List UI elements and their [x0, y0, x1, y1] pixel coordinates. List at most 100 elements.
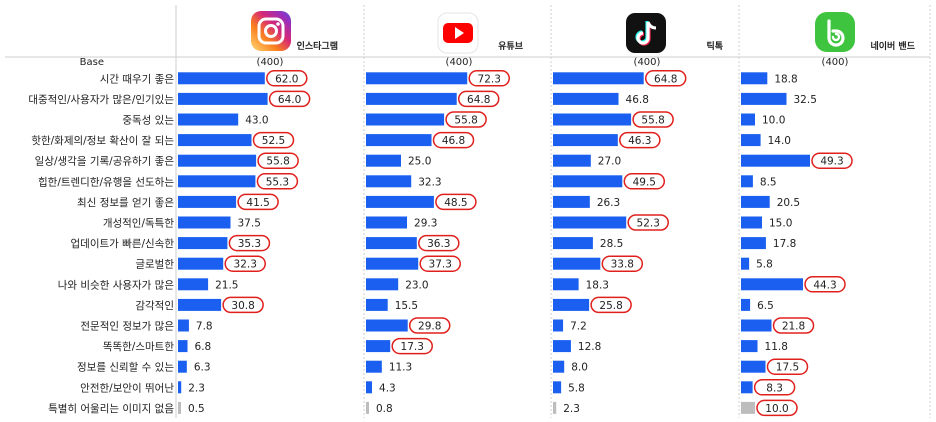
bar-youtube [366, 216, 408, 229]
bar-tiktok [553, 113, 632, 126]
base-value-tiktok: (400) [634, 57, 661, 68]
highlight-marker [228, 234, 271, 252]
value-label-instagram: 52.5 [262, 135, 285, 147]
bar-youtube [366, 237, 417, 250]
bar-instagram [178, 216, 231, 229]
bar-tiktok [553, 134, 618, 147]
bar-instagram [178, 360, 187, 373]
highlight-marker [408, 317, 451, 334]
highlight-marker [632, 111, 674, 128]
bar-tiktok [553, 237, 593, 250]
bar-youtube [366, 175, 412, 188]
base-value-youtube: (400) [446, 57, 473, 68]
bar-naver-band [741, 216, 762, 229]
value-label-tiktok: 26.3 [597, 197, 620, 209]
bar-tiktok [553, 360, 565, 373]
category-label: 나와 비슷한 사용자가 많은 [58, 279, 175, 291]
value-label-instagram: 55.8 [266, 156, 289, 168]
value-label-youtube: 0.8 [376, 403, 393, 415]
bar-youtube [366, 154, 401, 167]
brand-label-instagram: 인스타그램 [297, 40, 338, 52]
value-label-naver-band: 11.8 [765, 341, 788, 353]
category-label: 일상/생각을 기록/공유하기 좋은 [35, 155, 175, 168]
bar-youtube [366, 401, 369, 414]
value-label-tiktok: 46.3 [628, 135, 651, 147]
category-label: 특별히 어울리는 이미지 없음 [48, 402, 174, 415]
value-label-youtube: 4.3 [379, 382, 396, 394]
category-label: 정보를 신뢰할 수 있는 [77, 362, 174, 374]
value-label-naver-band: 20.5 [777, 197, 800, 209]
highlight-marker [418, 234, 460, 252]
value-label-instagram: 43.0 [245, 115, 268, 127]
instagram-icon [251, 11, 291, 51]
highlight-marker [623, 173, 666, 190]
bar-instagram [178, 92, 268, 105]
bar-tiktok [553, 72, 644, 85]
highlight-marker [445, 111, 487, 128]
value-label-instagram: 32.3 [234, 259, 257, 271]
value-label-youtube: 48.5 [444, 197, 467, 209]
value-label-tiktok: 52.3 [637, 218, 660, 230]
value-label-youtube: 11.3 [389, 362, 412, 374]
bar-youtube [366, 257, 419, 270]
value-label-tiktok: 27.0 [598, 156, 621, 168]
bar-youtube [366, 92, 457, 105]
highlight-marker [224, 255, 266, 272]
value-label-tiktok: 7.2 [570, 321, 587, 333]
category-label: 최신 정보를 얻기 좋은 [77, 197, 174, 209]
bar-instagram [178, 72, 265, 85]
highlight-marker [804, 276, 846, 293]
value-label-naver-band: 10.0 [765, 403, 788, 415]
category-label: 안전한/보안이 뛰어난 [80, 382, 174, 394]
value-label-youtube: 29.3 [414, 218, 437, 230]
bar-instagram [178, 195, 237, 208]
value-label-instagram: 2.3 [188, 382, 205, 394]
bar-instagram [178, 381, 182, 394]
bar-tiktok [553, 195, 590, 208]
bar-tiktok [553, 92, 619, 105]
highlight-marker [590, 296, 632, 314]
category-label: 글로벌한 [135, 259, 174, 271]
bar-naver-band [741, 298, 751, 311]
bar-instagram [178, 175, 256, 188]
value-label-youtube: 37.3 [429, 259, 452, 271]
bar-youtube [366, 134, 432, 147]
value-label-naver-band: 18.8 [774, 73, 797, 85]
bar-instagram [178, 257, 224, 270]
chart-frame [5, 5, 931, 418]
bar-naver-band [741, 154, 811, 167]
value-label-tiktok: 55.8 [641, 115, 664, 127]
value-label-tiktok: 33.8 [611, 259, 634, 271]
bar-youtube [366, 195, 434, 208]
value-label-instagram: 35.3 [238, 238, 261, 250]
bar-naver-band [741, 134, 761, 147]
bar-tiktok [553, 298, 590, 311]
category-label: 업데이트가 빠른/신속한 [71, 237, 175, 250]
bar-naver-band [741, 360, 766, 373]
bar-instagram [178, 298, 222, 311]
bar-instagram [178, 154, 257, 167]
bar-instagram [178, 237, 228, 250]
bar-naver-band [741, 175, 753, 188]
value-label-tiktok: 64.8 [654, 73, 677, 85]
bar-tiktok [553, 340, 571, 353]
category-label: 중독성 있는 [122, 115, 174, 127]
brand-label-youtube: 유튜브 [498, 41, 524, 52]
highlight-marker [237, 193, 279, 211]
value-label-instagram: 30.8 [231, 300, 254, 312]
bar-naver-band [741, 278, 804, 291]
bar-naver-band [741, 92, 787, 105]
bar-tiktok [553, 175, 623, 188]
value-label-youtube: 23.0 [405, 279, 428, 291]
value-label-youtube: 64.8 [467, 94, 490, 106]
value-label-youtube: 36.3 [427, 238, 450, 250]
bar-youtube [366, 381, 373, 394]
bar-instagram [178, 113, 239, 126]
bar-instagram [178, 319, 189, 332]
value-label-naver-band: 17.5 [776, 362, 799, 374]
value-label-youtube: 29.8 [418, 321, 441, 333]
value-label-naver-band: 8.3 [766, 382, 783, 394]
value-label-instagram: 55.3 [266, 176, 289, 188]
highlight-marker [419, 255, 461, 272]
